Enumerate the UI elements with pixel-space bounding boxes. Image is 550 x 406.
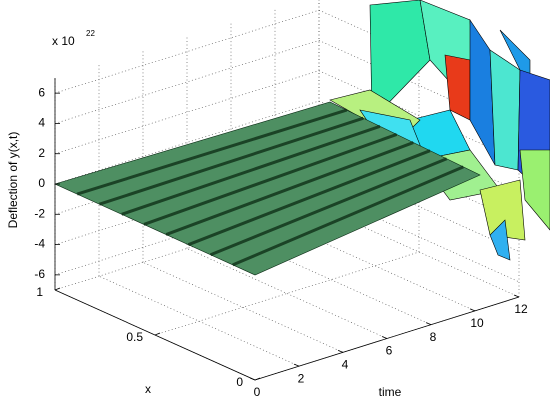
surface-patch (519, 149, 550, 231)
time-grid-line (142, 262, 344, 353)
z-tick-label: -4 (34, 237, 45, 251)
z-axis-label: Deflection of y(x,t) (6, 132, 20, 229)
z-grid-line (54, 161, 320, 245)
surface-stripe (143, 133, 398, 226)
time-tick (249, 377, 256, 381)
time-tick (381, 336, 388, 339)
x-axis-label: x (145, 382, 151, 396)
time-tick (425, 322, 432, 326)
time-grid-line (186, 248, 388, 339)
z-tick-label: 2 (38, 146, 45, 160)
surface-stripe (187, 149, 431, 247)
z-tick-label: -6 (34, 267, 45, 281)
time-tick-label: 12 (514, 302, 528, 316)
surface-stripe (98, 116, 364, 206)
time-tick-label: 8 (430, 330, 437, 344)
surface-stripes (76, 108, 464, 267)
x-grid-line (154, 251, 420, 336)
x-tick (54, 287, 61, 291)
time-tick (337, 349, 344, 353)
z-grid-line (318, 161, 520, 252)
z-tick-label: 6 (38, 85, 45, 99)
surface-stripe (209, 157, 448, 257)
surface-stripe (121, 124, 381, 216)
time-grid-line (98, 275, 300, 367)
x-tick-label: 0 (236, 375, 243, 389)
surface-patch (479, 179, 526, 241)
x-tick (154, 332, 161, 336)
z-grid-line (54, 40, 320, 124)
time-tick (513, 294, 520, 298)
time-tick (293, 363, 300, 367)
time-tick (469, 308, 476, 312)
surface-patch (489, 49, 521, 171)
time-tick-label: 10 (470, 316, 484, 330)
exponent: 22 (86, 29, 95, 38)
surface-stripe (232, 165, 464, 267)
z-tick-label: 0 (38, 176, 45, 190)
time-axis-label: time (379, 385, 402, 399)
z-grid-line (318, 191, 520, 283)
z-grid-line (54, 70, 320, 155)
z-grid-line (54, 191, 320, 276)
surface-stripe (76, 108, 348, 196)
time-tick-label: 4 (342, 358, 349, 372)
surface-patch (469, 19, 496, 166)
x-tick-label: 0.5 (126, 330, 143, 344)
x-tick-label: 1 (36, 285, 43, 299)
surface-stripe (165, 141, 414, 236)
time-tick-label: 2 (298, 371, 305, 385)
x-grid-line (54, 206, 320, 291)
surface-patch (489, 219, 511, 261)
surface (54, 0, 550, 276)
z-tick-label: -2 (34, 206, 45, 220)
z-tick-label: 4 (38, 116, 45, 130)
x-tick (254, 377, 261, 381)
time-tick-label: 6 (386, 344, 393, 358)
exponent-label: x 10 (52, 34, 75, 48)
time-tick-label: 0 (254, 385, 261, 399)
